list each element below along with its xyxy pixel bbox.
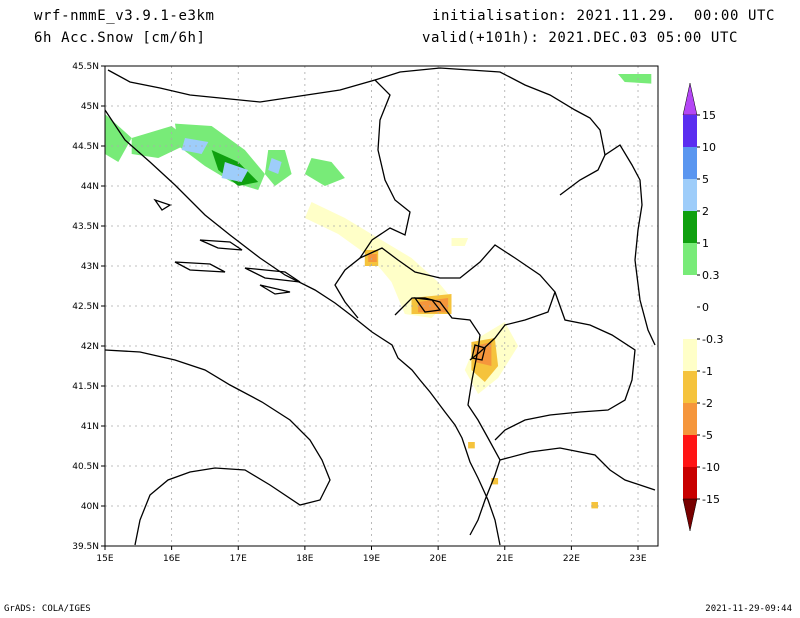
- colorbar-label: 15: [702, 109, 716, 122]
- snow-region-12: [451, 238, 469, 246]
- snow-region-0: [105, 114, 132, 162]
- colorbar-label: 0: [702, 301, 709, 314]
- axis-ticks: 15E 16E 17E 18E 19E 20E 21E 22E 23E 39.5N 40N 40.5N…: [72, 62, 647, 564]
- country-border: [499, 447, 656, 491]
- island: [199, 239, 243, 251]
- snow-region-19: [418, 298, 449, 313]
- y-tick-label: 43N: [81, 262, 99, 272]
- init-time-label: initialisation: 2021.11.29. 00:00 UTC: [432, 8, 776, 24]
- colorbar-label: 0.3: [702, 269, 720, 282]
- colorbar-segment: [683, 243, 697, 275]
- colorbar-segment: [683, 435, 697, 467]
- render-timestamp: 2021-11-29-09:44: [705, 604, 792, 614]
- colorbar-bottom-arrow: [682, 498, 698, 532]
- country-border: [559, 144, 656, 346]
- colorbar-segment: [683, 339, 697, 371]
- colorbar-label: 1: [702, 237, 709, 250]
- model-label: wrf-nmmE_v3.9.1-e3km: [34, 8, 215, 24]
- lake-ohrid: [471, 344, 486, 361]
- y-tick-label: 44N: [81, 182, 99, 192]
- colorbar-label: -15: [702, 493, 720, 506]
- snow-region-5: [618, 74, 652, 84]
- y-tick-label: 41.5N: [72, 382, 99, 392]
- y-tick-label: 45N: [81, 102, 99, 112]
- snow-region-9: [268, 158, 282, 174]
- grads-credit: GrADS: COLA/IGES: [4, 604, 91, 614]
- y-tick-label: 42N: [81, 342, 99, 352]
- snow-region-7: [181, 138, 209, 154]
- y-tick-label: 42.5N: [72, 302, 99, 312]
- colorbar-segment: [683, 275, 697, 307]
- x-tick-label: 19E: [363, 554, 380, 564]
- snow-region-16: [468, 442, 475, 449]
- x-tick-label: 15E: [96, 554, 113, 564]
- snow-region-18: [591, 502, 598, 509]
- y-tick-label: 40N: [81, 502, 99, 512]
- colorbar-label: 5: [702, 173, 709, 186]
- island: [153, 198, 172, 211]
- country-border: [494, 291, 636, 441]
- country-border: [359, 244, 556, 361]
- x-tick-label: 23E: [629, 554, 646, 564]
- y-tick-label: 39.5N: [72, 542, 99, 552]
- y-tick-label: 43.5N: [72, 222, 99, 232]
- colorbar-segment: [683, 371, 697, 403]
- colorbar-segment: [683, 211, 697, 243]
- colorbar-segment: [683, 115, 697, 147]
- colorbar-label: 2: [702, 205, 709, 218]
- country-border: [107, 69, 411, 319]
- x-tick-label: 16E: [163, 554, 180, 564]
- colorbar-segment: [683, 403, 697, 435]
- colorbar-label: 10: [702, 141, 716, 154]
- y-tick-label: 41N: [81, 422, 99, 432]
- country-border: [394, 297, 501, 536]
- colorbar-label: -2: [702, 397, 713, 410]
- island: [244, 267, 301, 283]
- island: [174, 261, 226, 273]
- y-tick-label: 45.5N: [72, 62, 99, 72]
- snow-region-8: [221, 162, 249, 182]
- colorbar: 15 10 5 2 1 0.3 0 -0.3 -1 -2 -5 -10 -15: [682, 82, 723, 532]
- colorbar-label: -10: [702, 461, 720, 474]
- coastline: [104, 109, 501, 546]
- island: [259, 284, 291, 295]
- x-tick-label: 17E: [230, 554, 247, 564]
- field-label: 6h Acc.Snow [cm/6h]: [34, 30, 206, 46]
- colorbar-label: -0.3: [702, 333, 723, 346]
- colorbar-segment: [683, 179, 697, 211]
- colorbar-label: -5: [702, 429, 713, 442]
- x-tick-label: 18E: [296, 554, 313, 564]
- lake-scutari: [413, 297, 442, 313]
- snow-region-21: [368, 254, 377, 262]
- colorbar-segment: [683, 467, 697, 499]
- y-tick-label: 40.5N: [72, 462, 99, 472]
- snow-region-4: [304, 158, 345, 186]
- x-tick-label: 20E: [430, 554, 447, 564]
- x-tick-label: 21E: [496, 554, 513, 564]
- colorbar-top-arrow: [682, 82, 698, 116]
- x-tick-label: 22E: [563, 554, 580, 564]
- y-tick-label: 44.5N: [72, 142, 99, 152]
- colorbar-label: -1: [702, 365, 713, 378]
- valid-time-label: valid(+101h): 2021.DEC.03 05:00 UTC: [422, 30, 739, 46]
- map-boundaries: [104, 67, 656, 546]
- italy-coast: [104, 349, 331, 546]
- country-border: [374, 67, 606, 156]
- colorbar-segment: [683, 307, 697, 339]
- colorbar-segment: [683, 147, 697, 179]
